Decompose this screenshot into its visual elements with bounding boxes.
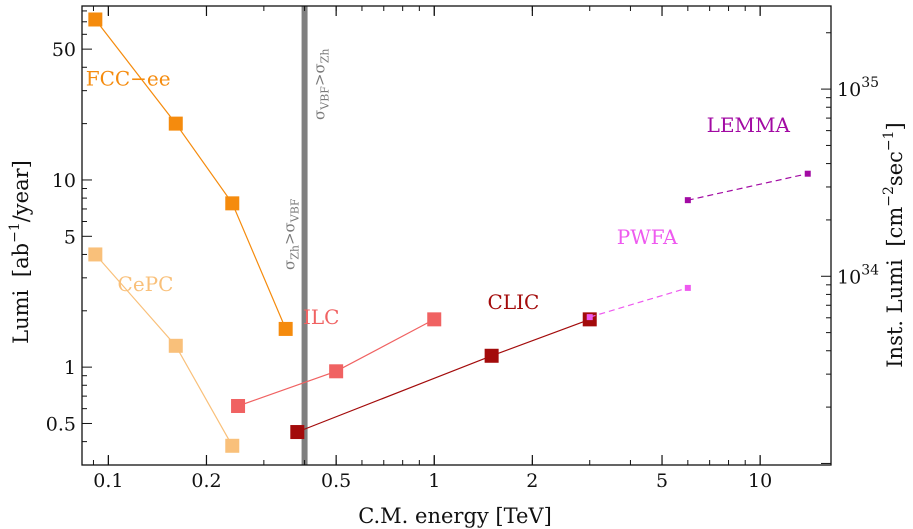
vertical-threshold-line-group: σZh>σVBF σVBF>σZh [281, 6, 332, 465]
data-point [88, 12, 103, 27]
data-point [684, 197, 691, 204]
y-tick-label: 1 [64, 357, 76, 379]
y-tick-label: 10 [52, 170, 76, 192]
data-point [427, 312, 442, 327]
x-tick-label: 1 [428, 470, 440, 492]
data-point [329, 364, 344, 379]
series-label: CLIC [488, 290, 540, 314]
x-axis-label: C.M. energy [TeV] [358, 504, 552, 528]
data-point [225, 196, 240, 211]
y2-tick-label: 1034 [837, 262, 879, 288]
series-group: FCC−ee CePC ILC CLIC PWFA LEMMA [86, 12, 811, 453]
x-tick-label: 0.5 [321, 470, 351, 492]
data-point [225, 438, 240, 453]
series-line-5 [687, 173, 808, 201]
y-axis-label: Lumi [ab−1/year] [7, 160, 33, 344]
y2-tick-label: 1035 [837, 75, 879, 101]
x-tick-label: 5 [656, 470, 668, 492]
x-tick-label: 0.2 [191, 470, 221, 492]
series-line-0 [94, 19, 287, 330]
data-point [231, 398, 246, 413]
y-tick-label: 5 [64, 226, 76, 248]
data-point [804, 170, 811, 177]
data-point [484, 348, 499, 363]
y-tick-label: 0.5 [46, 413, 76, 435]
plot-frame [81, 5, 832, 466]
x-tick-label: 0.1 [93, 470, 123, 492]
secondary-y-axis-label: Inst. Lumi [cm−2sec−1] [881, 122, 907, 368]
data-point [290, 425, 305, 440]
data-point [278, 321, 293, 336]
data-point [88, 247, 103, 262]
series-label: FCC−ee [86, 66, 171, 90]
series-line-4 [589, 287, 688, 318]
threshold-label-right: σVBF>σZh [311, 49, 332, 120]
series-label: ILC [303, 305, 339, 329]
data-point [684, 284, 691, 291]
series-line-2 [237, 318, 435, 407]
x-tick-label: 2 [526, 470, 538, 492]
series-label: CePC [118, 272, 174, 296]
data-point [586, 314, 593, 321]
y-tick-label: 50 [52, 39, 76, 61]
threshold-label-left: σZh>σVBF [281, 198, 302, 270]
series-label: LEMMA [707, 113, 791, 137]
series-label: PWFA [617, 225, 678, 249]
data-point [168, 338, 183, 353]
data-point [168, 116, 183, 131]
x-tick-label: 10 [748, 470, 772, 492]
